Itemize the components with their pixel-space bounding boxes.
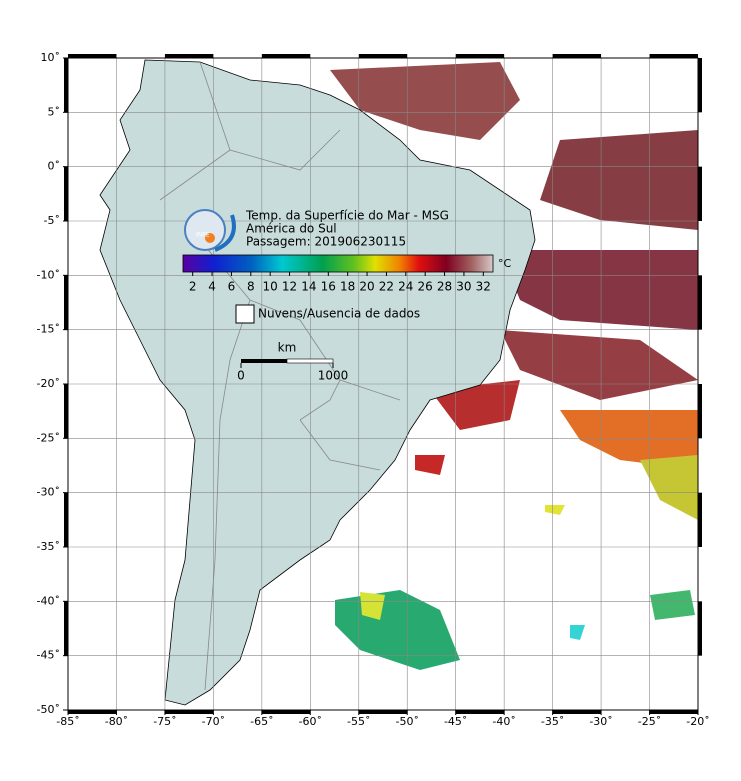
lat-tick-label: -25˚	[37, 431, 60, 444]
colorbar-tick-label: 10	[263, 280, 278, 294]
lon-tick-label: -65˚	[250, 715, 273, 728]
legend: INPE Temp. da Superfície do Mar - MSG Am…	[182, 209, 512, 383]
frame-bar	[68, 54, 117, 58]
legend-title: América do Sul	[246, 222, 337, 236]
graticule	[68, 58, 698, 710]
lon-tick-label: -75˚	[153, 715, 176, 728]
frame-bar	[64, 601, 68, 656]
colorbar-tick-label: 16	[321, 280, 336, 294]
lon-tick-label: -50˚	[395, 715, 418, 728]
lat-tick-label: -40˚	[37, 594, 60, 607]
frame-bar	[358, 710, 408, 714]
lon-tick-label: -55˚	[347, 715, 370, 728]
scale-unit: km	[278, 341, 297, 355]
colorbar-ticks: 2 4 6 8 10 12 14 16 18 20 22 24 26 28 30 32	[189, 272, 491, 294]
sst-patches	[330, 62, 698, 670]
frame-bar	[552, 710, 602, 714]
lat-tick-label: -45˚	[37, 649, 60, 662]
lat-tick-label: -20˚	[37, 377, 60, 390]
frame-bar	[64, 275, 68, 330]
logo-text: INPE	[196, 232, 210, 239]
lat-tick-label: 0˚	[48, 160, 61, 173]
colorbar-tick-label: 32	[476, 280, 491, 294]
nodata-label: Nuvens/Ausencia de dados	[258, 307, 420, 321]
lat-tick-label: -10˚	[37, 268, 60, 281]
colorbar-tick-label: 8	[247, 280, 255, 294]
lon-tick-label: -70˚	[202, 715, 225, 728]
axes: -85˚ -80˚ -75˚ -70˚ -65˚ -60˚ -55˚ -50˚ -45˚ -40˚…	[37, 51, 710, 728]
south-america-land	[99, 59, 536, 706]
frame-bar	[164, 710, 214, 714]
colorbar-tick-label: 20	[359, 280, 374, 294]
frame-bar	[698, 275, 702, 330]
frame-bar	[649, 54, 698, 58]
scale-tick-label: 1000	[318, 369, 349, 383]
colorbar-tick-label: 4	[208, 280, 216, 294]
frame-bar	[552, 54, 602, 58]
colorbar-tick-label: 2	[189, 280, 197, 294]
frame-bar	[358, 54, 408, 58]
scale-ticks: 0 1000	[237, 363, 348, 383]
frame-bar	[649, 710, 698, 714]
frame-bars	[64, 54, 702, 714]
lon-tick-label: -40˚	[492, 715, 515, 728]
lon-tick-label: -80˚	[105, 715, 128, 728]
country-borders	[159, 61, 401, 691]
lat-tick-label: -30˚	[37, 486, 60, 499]
colorbar-unit: °C	[498, 257, 512, 270]
scale-bar-segment	[286, 358, 334, 364]
frame-bar	[64, 166, 68, 221]
frame-bar	[261, 54, 311, 58]
frame-bar	[64, 492, 68, 547]
colorbar-tick-label: 26	[418, 280, 433, 294]
frame-bar	[64, 384, 68, 439]
lat-tick-label: -50˚	[37, 703, 60, 716]
legend-title: Passagem: 201906230115	[246, 235, 406, 249]
colorbar	[182, 254, 494, 273]
colorbar-tick-label: 24	[398, 280, 413, 294]
lat-tick-label: 5˚	[48, 105, 61, 118]
lon-tick-label: -25˚	[638, 715, 661, 728]
lat-tick-label: -15˚	[37, 323, 60, 336]
frame-bar	[164, 54, 214, 58]
frame-bar	[698, 492, 702, 547]
lon-tick-label: -20˚	[686, 715, 709, 728]
lon-tick-label: -85˚	[56, 715, 79, 728]
frame-bar	[64, 58, 68, 113]
frame-bar	[698, 601, 702, 656]
frame-bar	[68, 710, 117, 714]
frame-bar	[455, 710, 505, 714]
lat-tick-label: 10˚	[41, 51, 61, 64]
frame-bar	[698, 58, 702, 113]
nodata-swatch	[235, 304, 255, 324]
logo-dot	[205, 233, 215, 243]
lat-tick-label: -35˚	[37, 540, 60, 553]
colorbar-tick-label: 12	[282, 280, 297, 294]
map-area	[68, 58, 698, 710]
legend-title: Temp. da Superfície do Mar - MSG	[245, 209, 449, 223]
frame-bar	[698, 166, 702, 221]
lat-tick-label: -5˚	[44, 214, 60, 227]
colorbar-tick-label: 14	[301, 280, 316, 294]
logo-arrow	[214, 214, 236, 252]
frame-bar	[261, 710, 311, 714]
lon-tick-label: -35˚	[541, 715, 564, 728]
colorbar-tick-label: 6	[228, 280, 236, 294]
lon-tick-label: -60˚	[299, 715, 322, 728]
colorbar-tick-label: 30	[456, 280, 471, 294]
logo	[184, 209, 226, 251]
frame-bar	[698, 384, 702, 439]
lon-tick-label: -30˚	[589, 715, 612, 728]
frame-bar	[455, 54, 505, 58]
colorbar-tick-label: 18	[340, 280, 355, 294]
colorbar-tick-label: 28	[437, 280, 452, 294]
lon-tick-label: -45˚	[444, 715, 467, 728]
scale-tick-label: 0	[237, 369, 245, 383]
colorbar-tick-label: 22	[379, 280, 394, 294]
